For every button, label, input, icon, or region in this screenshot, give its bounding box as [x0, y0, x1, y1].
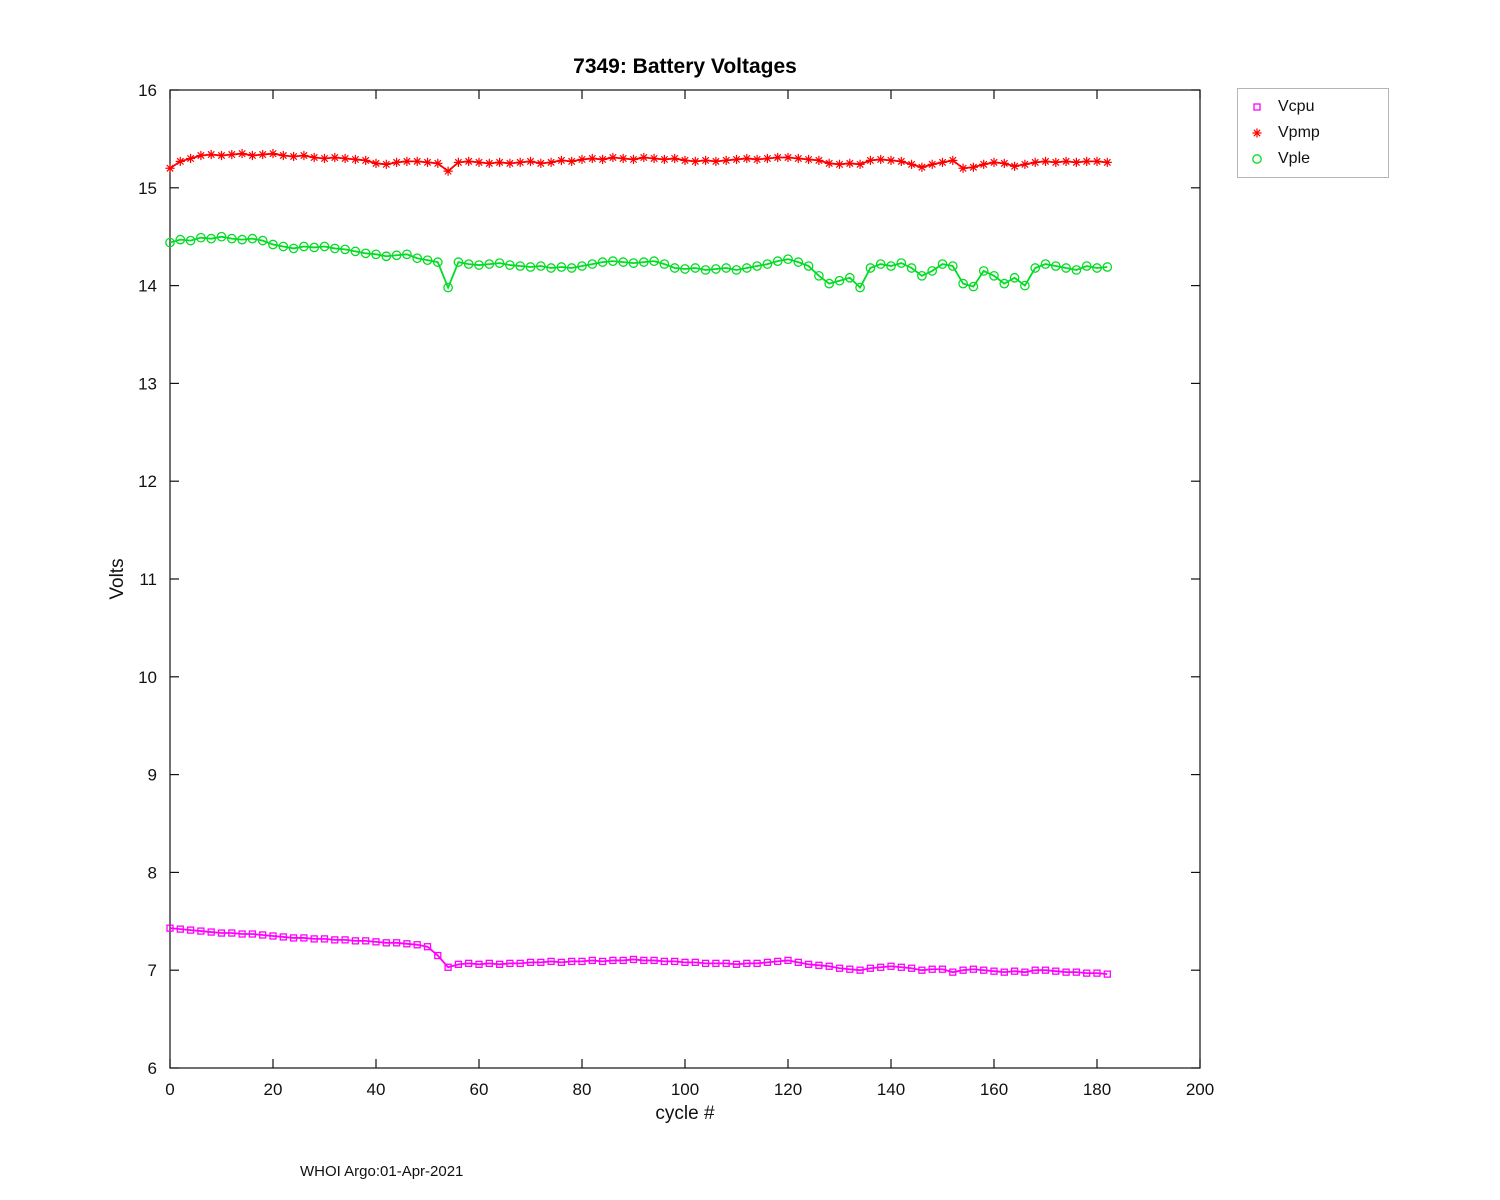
y-tick-label: 9: [148, 766, 157, 785]
x-tick-label: 100: [671, 1080, 699, 1099]
y-tick-label: 7: [148, 961, 157, 980]
y-tick-label: 6: [148, 1059, 157, 1078]
footer-text: WHOI Argo:01-Apr-2021: [300, 1163, 464, 1180]
series-line-vcpu: [169, 927, 1108, 976]
legend-label-vpmp: Vpmp: [1278, 124, 1320, 141]
x-tick-label: 160: [980, 1080, 1008, 1099]
y-tick-label: 11: [139, 570, 157, 589]
series-markers-vpmp: [165, 148, 1112, 176]
x-tick-label: 200: [1186, 1080, 1214, 1099]
y-tick-label: 14: [138, 277, 157, 296]
x-tick-label: 0: [165, 1080, 174, 1099]
series-line-vple: [169, 235, 1108, 290]
legend-item-vpmp[interactable]: Vpmp: [1238, 120, 1388, 146]
y-tick-label: 15: [138, 179, 157, 198]
plot-box: [169, 89, 1201, 1069]
axis-ticks: [169, 89, 1201, 1069]
x-tick-label: 120: [774, 1080, 802, 1099]
chart-title: 7349: Battery Voltages: [573, 55, 797, 78]
legend: Vcpu Vpmp Vple: [1237, 88, 1389, 178]
x-tick-label: 80: [573, 1080, 592, 1099]
y-tick-label: 8: [148, 863, 157, 882]
square-marker-icon: [1253, 103, 1261, 111]
x-tick-label: 60: [470, 1080, 489, 1099]
series-markers-vcpu: [166, 924, 1111, 978]
x-tick-label: 180: [1083, 1080, 1111, 1099]
legend-item-vple[interactable]: Vple: [1238, 146, 1388, 172]
legend-label-vple: Vple: [1278, 150, 1311, 167]
asterisk-marker-icon: [1252, 128, 1262, 138]
y-tick-label: 12: [138, 472, 157, 491]
x-tick-label: 140: [877, 1080, 905, 1099]
legend-item-vcpu[interactable]: Vcpu: [1238, 94, 1388, 120]
circle-marker-icon: [1252, 154, 1262, 164]
x-axis-label: cycle #: [655, 1103, 715, 1124]
x-tick-label: 20: [264, 1080, 283, 1099]
y-tick-label: 13: [138, 374, 157, 393]
y-tick-label: 16: [138, 81, 157, 100]
y-tick-label: 10: [138, 668, 157, 687]
x-tick-label: 40: [367, 1080, 386, 1099]
series-markers-vple: [165, 231, 1113, 293]
legend-label-vcpu: Vcpu: [1278, 98, 1315, 115]
